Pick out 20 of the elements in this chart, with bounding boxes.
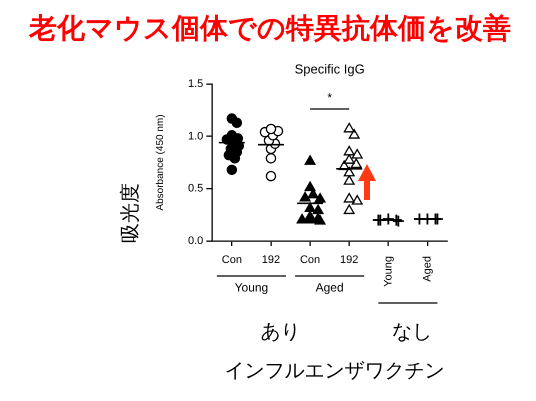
- chart-subtitle: Specific IgG: [294, 62, 365, 77]
- y-tick-label: 1.0: [188, 130, 204, 142]
- x-tick-label: 192: [262, 254, 280, 266]
- x-tick-label: Con: [300, 254, 320, 266]
- text: なし: [392, 319, 432, 344]
- text: 吸光度: [117, 183, 142, 243]
- text: Aged: [316, 280, 344, 294]
- text: インフルエンザワクチン: [224, 358, 445, 382]
- x-tick-label: 192: [340, 254, 358, 266]
- y-tick-label: 1.5: [188, 78, 204, 90]
- chart-title: 老化マウス個体での特異抗体価を改善: [28, 11, 511, 44]
- x-tick-label: Aged: [421, 256, 434, 282]
- text: あり: [260, 319, 301, 344]
- y-tick-label: 0.0: [188, 235, 204, 248]
- x-tick-label: Young: [382, 256, 394, 287]
- text: Young: [234, 280, 268, 294]
- annotation: *: [327, 90, 332, 104]
- y-axis-title: Absorbance (450 nm): [154, 114, 166, 211]
- x-tick-label: Con: [222, 254, 242, 266]
- y-tick-label: 0.5: [188, 182, 204, 195]
